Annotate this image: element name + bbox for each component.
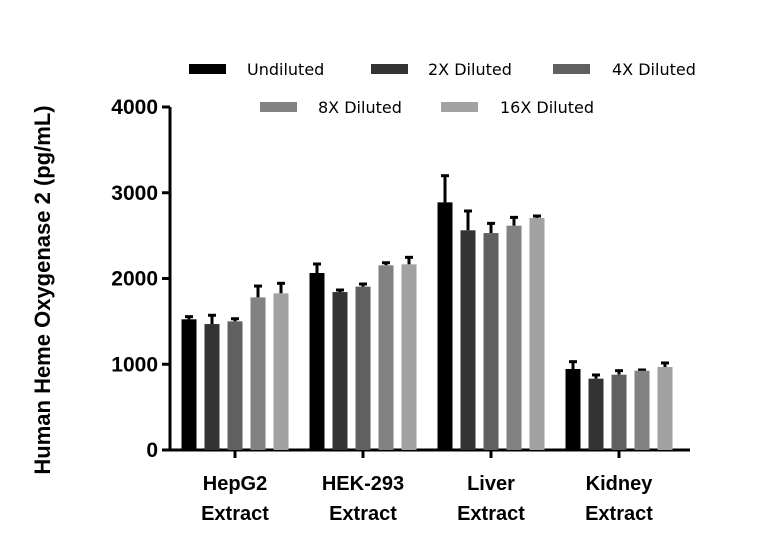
legend-swatch [189,64,226,74]
bar [437,202,453,450]
legend-label: 16X Diluted [500,98,594,117]
bar [181,319,197,450]
bar [204,324,220,450]
bar [332,292,348,450]
bar [483,233,499,450]
legend-item: 2X Diluted [371,60,512,79]
legend-swatch [371,64,408,74]
bar [227,321,243,450]
y-tick-label: 4000 [111,96,158,119]
legend-label: 4X Diluted [612,60,696,79]
legend-swatch [553,64,590,74]
y-tick-label: 1000 [111,353,158,376]
bar [378,265,394,450]
legend-label: Undiluted [247,60,324,79]
bar [529,217,545,450]
x-tick-label: Extract [585,503,653,525]
x-tick-label: Extract [329,503,397,525]
bar [565,368,581,450]
y-axis-label: Human Heme Oxygenase 2 (pg/mL) [30,105,55,474]
y-tick-label: 2000 [111,268,158,291]
bar [460,230,476,450]
x-tick-label: Liver [467,473,515,495]
bar [657,366,673,450]
x-tick-label: HEK-293 [322,473,404,495]
x-tick-label: HepG2 [203,473,267,495]
bar [355,286,371,450]
legend-item: Undiluted [189,60,324,79]
bar [611,374,627,450]
legend-item: 8X Diluted [260,98,402,117]
y-tick-label: 0 [146,439,158,462]
legend-label: 2X Diluted [428,60,512,79]
bar [634,370,650,450]
legend-label: 8X Diluted [318,98,402,117]
legend-swatch [260,102,297,112]
legend-swatch [441,102,478,112]
bar [250,297,266,450]
bar [588,378,604,450]
legend-item: 4X Diluted [553,60,696,79]
x-tick-label: Kidney [586,473,654,495]
y-tick-label: 3000 [111,182,158,205]
bar [273,293,289,450]
x-tick-label: Extract [201,503,269,525]
bar [401,264,417,450]
bar [506,225,522,450]
bar [309,273,325,450]
x-tick-label: Extract [457,503,525,525]
legend-item: 16X Diluted [441,98,594,117]
